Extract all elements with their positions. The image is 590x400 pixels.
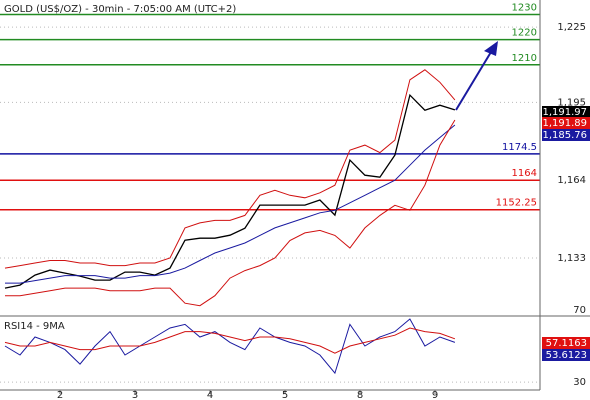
y-tick-label: 1,195 [557, 97, 586, 108]
price-tag-label: 1,191.97 [542, 107, 587, 118]
level-label: 1220 [512, 28, 537, 39]
arrow-head [484, 41, 498, 56]
series-line [4, 318, 456, 375]
y-tick-label: 1,225 [557, 22, 586, 33]
rsi-title: RSI14 - 9MA [4, 321, 65, 332]
level-label: 1174.5 [502, 142, 537, 153]
price-tag [542, 117, 590, 129]
price-tag [542, 337, 590, 349]
main-panel-bg [0, 0, 540, 315]
level-label: 1152.25 [496, 198, 537, 209]
y-tick-label: 1,164 [557, 175, 586, 186]
y-tick-label: 70 [573, 305, 586, 316]
level-label: 1210 [512, 53, 537, 64]
main-panel: 1,225 1,195 1,164 1,133 1230 1220 1210 1174.5 11… [0, 3, 586, 307]
series-line [5, 124, 456, 284]
y-tick-label: 30 [573, 377, 586, 388]
chart-title: GOLD (US$/OZ) - 30min - 7:05:00 AM (UTC+… [4, 4, 236, 15]
price-tag-label: 53.6123 [546, 350, 587, 361]
x-tick-label: 8 [357, 390, 363, 400]
series-line [5, 119, 456, 307]
trend-arrow [455, 51, 492, 111]
x-tick-label: 4 [207, 390, 213, 400]
price-tag [542, 129, 590, 141]
x-tick-label: 2 [57, 390, 63, 400]
level-label: 1230 [512, 3, 537, 14]
y-tick-label: 1,133 [557, 253, 586, 264]
series-line [4, 327, 456, 354]
price-tag-label: 1,191.89 [542, 118, 587, 129]
series-line [4, 69, 456, 269]
price-tag-label: 57.1163 [546, 338, 587, 349]
x-tick-label: 5 [282, 390, 288, 400]
price-tag [542, 106, 590, 118]
price-tag [542, 349, 590, 361]
price-tag-label: 1,185.76 [542, 130, 587, 141]
x-tick-label: 9 [432, 390, 438, 400]
x-tick-label: 3 [132, 390, 138, 400]
rsi-panel: 30 70 [0, 305, 586, 388]
level-label: 1164 [512, 168, 537, 179]
